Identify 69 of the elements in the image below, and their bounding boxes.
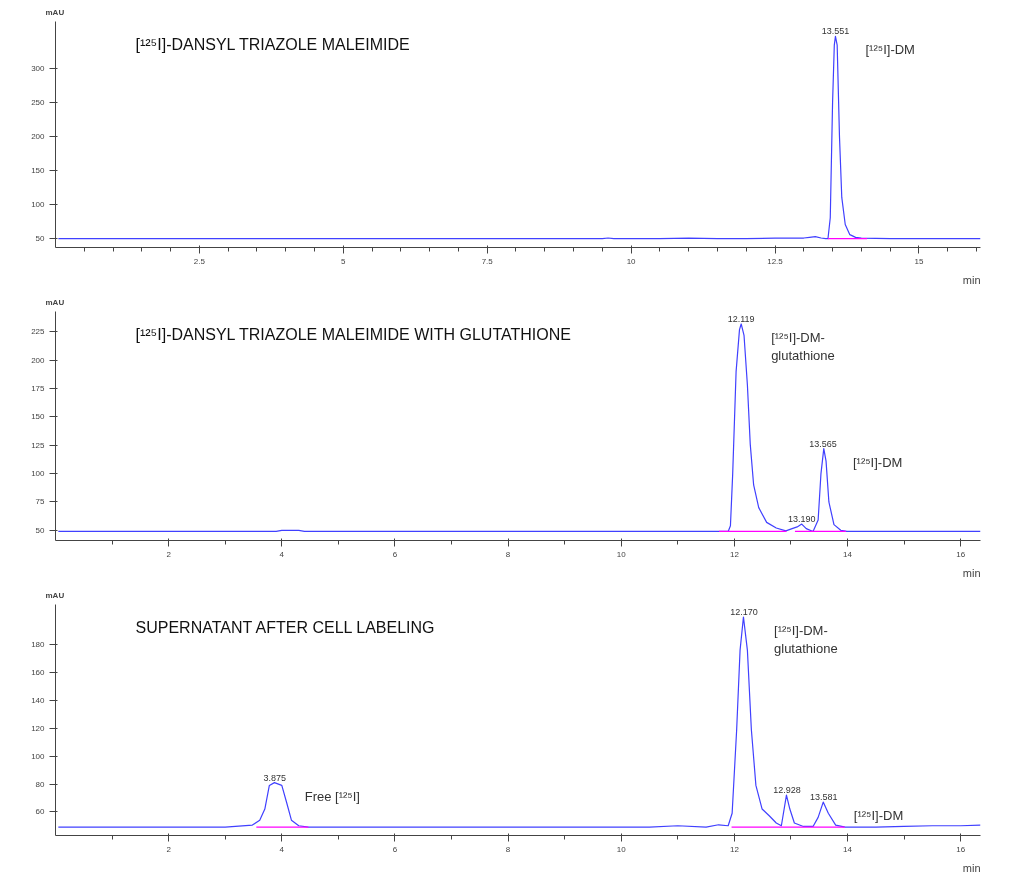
x-tick-label: 8 bbox=[505, 549, 511, 559]
y-tick-label: 200 bbox=[31, 132, 46, 142]
x-tick-label: 2 bbox=[166, 844, 172, 854]
y-tick-label: 100 bbox=[31, 199, 46, 209]
x-tick-label: 12 bbox=[729, 549, 740, 559]
line-series bbox=[57, 616, 981, 828]
y-tick-label: 150 bbox=[31, 412, 46, 422]
y-tick-label: 300 bbox=[31, 64, 46, 74]
annotation: 12.928 bbox=[773, 785, 801, 796]
y-tick-label: 60 bbox=[35, 807, 46, 817]
x-tick-label: 4 bbox=[279, 844, 285, 854]
y-tick-label: 120 bbox=[31, 723, 46, 733]
y-tick-label: 100 bbox=[31, 469, 46, 479]
x-tick-label: 10 bbox=[616, 844, 627, 854]
annotation: [¹²⁵I]-DM bbox=[852, 454, 903, 470]
annotation: [¹²⁵I]-DM bbox=[865, 42, 915, 58]
x-tick-label: 4 bbox=[279, 549, 285, 559]
line-series bbox=[57, 35, 981, 240]
x-tick-label: 6 bbox=[392, 844, 398, 854]
x-tick-label: 16 bbox=[956, 844, 966, 854]
y-tick-label: 175 bbox=[31, 384, 46, 394]
y-axis-title: mAU bbox=[45, 590, 65, 600]
x-tick-label: 6 bbox=[392, 549, 398, 559]
annotation: 13.551 bbox=[821, 26, 850, 37]
y-tick-label: 75 bbox=[35, 497, 46, 507]
annotation: 12.170 bbox=[730, 607, 758, 618]
annotation: 12.119 bbox=[727, 313, 755, 324]
y-tick-label: 80 bbox=[35, 779, 46, 789]
y-tick-label: 225 bbox=[31, 327, 46, 337]
x-axis-title: min bbox=[962, 273, 981, 286]
x-tick-label: 12.5 bbox=[767, 256, 784, 266]
x-tick-label: 5 bbox=[341, 256, 347, 266]
y-tick-label: 50 bbox=[35, 233, 46, 243]
x-tick-label: 14 bbox=[843, 844, 853, 854]
y-tick-label: 50 bbox=[35, 525, 46, 535]
x-tick-label: 7.5 bbox=[481, 256, 494, 266]
x-tick-label: 8 bbox=[505, 844, 511, 854]
y-tick-label: 140 bbox=[31, 696, 46, 706]
line-series bbox=[57, 323, 981, 533]
annotation: [¹²⁵I]-DM- glutathione bbox=[771, 329, 835, 363]
y-axis-title: mAU bbox=[45, 7, 65, 17]
text: [¹²⁵I]-DANSYL TRIAZOLE MALEIMIDE WITH GLUTATHIONE bbox=[135, 325, 571, 343]
x-axis-title: min bbox=[962, 861, 981, 874]
y-tick-label: 180 bbox=[31, 640, 46, 650]
annotation: Free [¹²⁵I] bbox=[304, 788, 360, 804]
text: SUPERNATANT AFTER CELL LABELING bbox=[135, 618, 435, 636]
y-tick-label: 150 bbox=[31, 165, 46, 175]
annotation: [¹²⁵I]-DM- glutathione bbox=[774, 623, 838, 657]
x-tick-label: 10 bbox=[616, 549, 627, 559]
annotation: 3.875 bbox=[263, 772, 286, 783]
y-tick-label: 160 bbox=[31, 668, 46, 678]
x-tick-label: 10 bbox=[626, 256, 637, 266]
y-tick-label: 250 bbox=[31, 98, 46, 108]
annotation: 13.190 bbox=[787, 514, 816, 525]
y-tick-label: 200 bbox=[31, 355, 46, 365]
x-tick-label: 12 bbox=[729, 844, 740, 854]
x-tick-label: 14 bbox=[843, 549, 853, 559]
x-tick-label: 2.5 bbox=[193, 256, 206, 266]
x-tick-label: 15 bbox=[914, 256, 924, 266]
annotation: [¹²⁵I]-DM bbox=[853, 808, 904, 824]
annotation: 13.565 bbox=[809, 438, 837, 449]
x-tick-label: 16 bbox=[956, 549, 966, 559]
x-axis-title: min bbox=[962, 566, 981, 579]
y-tick-label: 125 bbox=[31, 440, 46, 450]
y-axis-title: mAU bbox=[45, 297, 65, 307]
text: [¹²⁵I]-DANSYL TRIAZOLE MALEIMIDE bbox=[135, 35, 410, 53]
x-tick-label: 2 bbox=[166, 549, 172, 559]
annotation: 13.581 bbox=[810, 792, 838, 803]
y-tick-label: 100 bbox=[31, 751, 46, 761]
